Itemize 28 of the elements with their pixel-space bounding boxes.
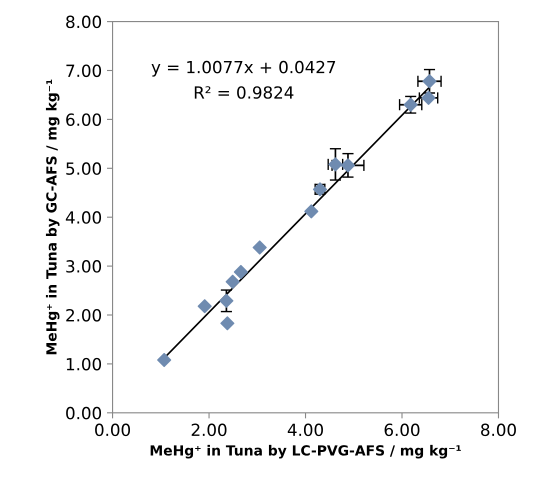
point bbox=[219, 294, 234, 308]
y-tick-label: 8.00 bbox=[66, 16, 102, 28]
y-tick-label: 2.00 bbox=[66, 308, 102, 322]
x-tick-label: 8.00 bbox=[481, 424, 516, 436]
annotation: y = 1.0077x + 0.0427 bbox=[152, 60, 336, 77]
y-tick-label: 7.00 bbox=[66, 64, 102, 78]
point bbox=[157, 352, 172, 368]
point bbox=[226, 274, 240, 289]
point bbox=[340, 158, 356, 172]
x-tick-label: 6.00 bbox=[384, 424, 420, 436]
x-axis-title: MeHg⁺ in Tuna by LC-PVG-AFS / mg kg⁻¹ bbox=[150, 444, 461, 458]
y-tick-label: 3.00 bbox=[66, 260, 102, 273]
y-tick-label: 4.00 bbox=[66, 211, 102, 224]
y-tick-label: 5.00 bbox=[66, 162, 102, 175]
y-axis-title: MeHg⁺ in Tuna by GC-AFS / mg kg⁻¹ bbox=[46, 80, 60, 354]
point bbox=[422, 74, 437, 88]
point bbox=[234, 264, 248, 280]
point bbox=[198, 299, 212, 314]
y-tick-label: 1.00 bbox=[66, 358, 102, 370]
point bbox=[304, 204, 318, 218]
x-tick-label: 4.00 bbox=[288, 424, 323, 436]
x-tick-label: 2.00 bbox=[192, 424, 226, 436]
x-tick-label: 0.00 bbox=[95, 424, 130, 436]
point bbox=[252, 240, 267, 255]
y-tick-label: 6.00 bbox=[66, 113, 102, 126]
annotation: R² = 0.9824 bbox=[194, 86, 294, 99]
point bbox=[220, 316, 234, 330]
y-tick-label: 0.00 bbox=[66, 406, 102, 420]
